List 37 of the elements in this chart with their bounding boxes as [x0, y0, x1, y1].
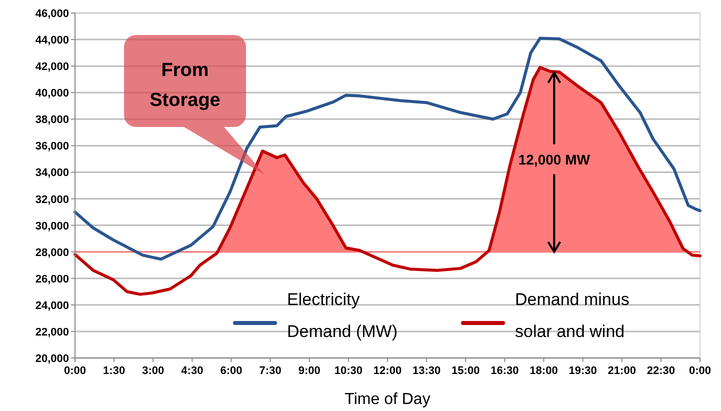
x-tick-label: 4:30 [181, 365, 204, 377]
legend-label: Demand minus solar and wind [515, 290, 630, 341]
y-tick-label: 32,000 [35, 194, 69, 206]
y-tick-label: 36,000 [35, 140, 69, 153]
y-tick-label: 22,000 [35, 326, 69, 338]
y-tick-label: 20,000 [35, 353, 69, 365]
y-tick-label: 30,000 [35, 220, 69, 232]
y-tick-label: 26,000 [35, 273, 69, 286]
x-tick-label: 3:00 [142, 365, 164, 377]
x-tick-label: 12:00 [373, 365, 402, 377]
x-tick-label: 1:30 [103, 365, 126, 377]
x-tick-label: 22:30 [646, 365, 676, 377]
x-tick-label: 15:00 [452, 365, 480, 377]
annotation: From Storage [150, 60, 220, 111]
legend-label: Electricity Demand (MW) [287, 290, 398, 341]
x-tick-label: 10:30 [334, 365, 363, 377]
y-tick-label: 44,000 [35, 34, 69, 47]
x-tick-label: 16:30 [490, 365, 519, 377]
y-tick-label: 38,000 [35, 114, 69, 126]
x-tick-label: 13:30 [412, 365, 441, 377]
y-tick-label: 24,000 [35, 300, 69, 312]
x-tick-label: 0:00 [688, 365, 712, 377]
x-tick-label: 6:00 [220, 365, 242, 377]
y-tick-label: 28,000 [35, 246, 69, 259]
x-tick-label: 0:00 [64, 365, 86, 377]
x-tick-label: 7:30 [259, 365, 282, 377]
y-tick-label: 34,000 [35, 167, 69, 180]
y-tick-label: 40,000 [35, 88, 69, 100]
x-tick-label: 9:00 [298, 365, 320, 377]
x-tick-label: 21:00 [608, 365, 636, 377]
annotation: 12,000 MW [518, 151, 591, 168]
x-tick-label: 18:00 [530, 365, 558, 377]
x-tick-label: 19:30 [568, 365, 597, 377]
y-tick-label: 42,000 [35, 61, 69, 74]
x-axis-title: Time of Day [344, 391, 430, 408]
y-tick-label: 46,000 [35, 8, 69, 20]
line-series [74, 36, 702, 261]
